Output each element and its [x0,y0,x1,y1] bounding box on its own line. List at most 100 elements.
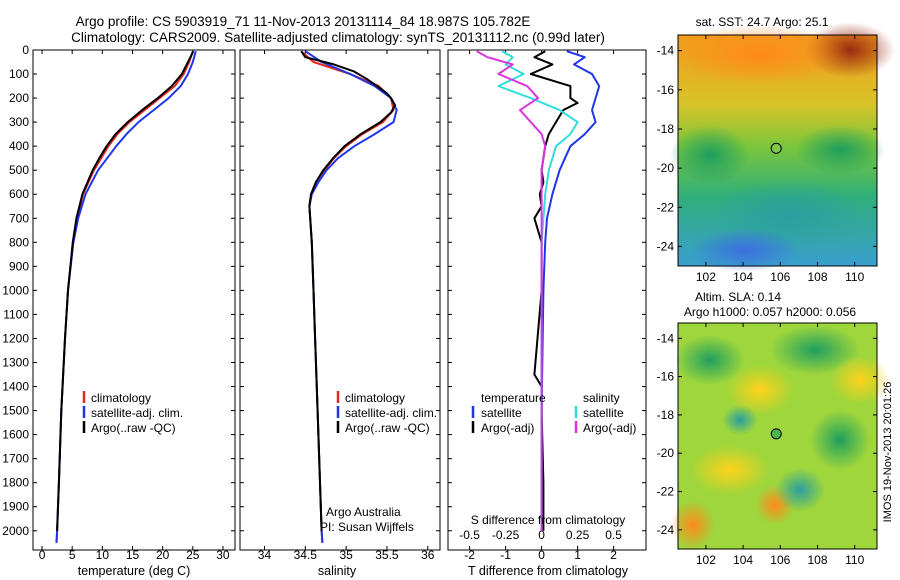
profile-lines [55,50,601,543]
difference-top-axis-label: S difference from climatology [471,513,626,527]
salinity-line-argo-raw-qc- [300,50,397,531]
sst-warm-band [670,25,850,85]
x-tick-label: -2 [464,548,475,562]
legend-group-temperature: temperature [481,391,546,405]
temperature-legend: climatology satellite-adj. clim. Argo(..… [82,391,183,435]
latitude-tick-label: -14 [657,44,675,58]
depth-tick-label: 0 [22,43,29,57]
x-tick-label: 20 [156,548,170,562]
sla-low [830,355,890,405]
difference-line-temperature-satellite [540,50,601,531]
legend-label-climatology: climatology [91,391,151,405]
depth-tick-label: 2000 [2,524,29,538]
s-diff-tick-label: 0.25 [566,528,590,542]
x-tick-label: 35 [339,548,353,562]
sst-map-axes: 102 104 106 108 110 -14 -16 -18 -20 -22 -24 [657,35,877,284]
x-tick-label: 34.5 [294,548,318,562]
longitude-tick-label: 104 [733,270,753,284]
header-title: Argo profile: CS 5903919_71 11-Nov-2013 … [76,14,531,29]
x-tick-label: 2 [610,548,617,562]
legend-label-argo: Argo(..raw -QC) [91,421,176,435]
salinity-panel [239,49,441,551]
legend-label-t-argo: Argo(-adj) [481,421,534,435]
salinity-axis-label: salinity [318,564,357,578]
latitude-tick-label: -22 [657,485,675,499]
longitude-tick-label: 108 [807,553,827,567]
depth-tick-label: 700 [9,211,29,225]
latitude-tick-label: -20 [657,161,675,175]
difference-legend: temperature salinity satellite Argo(-adj… [471,391,636,435]
x-tick-label: -1 [500,548,511,562]
header-subtitle: Climatology: CARS2009. Satellite-adjuste… [71,30,605,45]
difference-line-salinity-argo-adj- [476,50,547,531]
longitude-tick-label: 106 [770,553,790,567]
sst-map-frame [677,34,878,267]
x-tick-label: 10 [96,548,110,562]
sla-high-core [722,405,758,435]
sla-map-title: Altim. SLA: 0.14 [695,290,781,304]
legend-label-argo: Argo(..raw -QC) [345,421,430,435]
imos-stamp: IMOS 19-Nov-2013 20:01:26 [882,382,894,523]
depth-tick-label: 1100 [3,307,29,321]
latitude-tick-label: -18 [657,408,675,422]
depth-tick-label: 200 [9,91,29,105]
salinity-legend: climatology satellite-adj. clim. Argo(..… [336,391,437,435]
longitude-tick-label: 102 [696,270,716,284]
longitude-tick-label: 108 [807,270,827,284]
depth-tick-label: 1700 [2,452,29,466]
legend-label-satellite: satellite-adj. clim. [91,406,183,420]
sla-map-frame [677,322,878,550]
s-diff-tick-label: 0 [538,528,545,542]
sla-high-core [775,468,825,512]
depth-tick-label: 500 [9,163,29,177]
depth-tick-label: 800 [9,235,29,249]
latitude-tick-label: -16 [657,370,675,384]
argo-location-marker [770,428,782,440]
sla-low [690,445,770,495]
latitude-tick-label: -14 [657,331,675,345]
depth-tick-label: 1200 [2,331,29,345]
longitude-tick-label: 110 [845,553,864,567]
program-annotation: Argo Australia [326,505,401,519]
sla-high [675,335,745,385]
latitude-tick-label: -16 [657,83,675,97]
latitude-tick-label: -22 [657,200,675,214]
sst-cool-area [690,228,800,272]
depth-tick-label: 1400 [2,380,29,394]
difference-line-temperature-argo-adj- [529,50,579,531]
x-tick-label: 15 [126,548,140,562]
latitude-tick-label: -18 [657,122,675,136]
x-tick-label: 35.5 [375,548,399,562]
legend-label-s-argo: Argo(-adj) [583,421,636,435]
x-tick-label: 25 [186,548,200,562]
depth-tick-label: 1600 [2,428,29,442]
x-tick-label: 1 [574,548,581,562]
sst-map-title: sat. SST: 24.7 Argo: 25.1 [696,15,829,29]
depth-tick-label: 1900 [2,500,29,514]
longitude-tick-label: 104 [733,553,753,567]
sla-high [770,325,860,375]
depth-tick-label: 1300 [2,356,29,370]
difference-line-salinity-satellite [497,50,579,531]
sst-green-blob [670,125,750,185]
depth-tick-label: 1500 [2,404,29,418]
latitude-tick-label: -20 [657,446,675,460]
sla-map-axes: 102 104 106 108 110 -14 -16 -18 -20 -22 -24 [657,323,877,567]
sla-map [671,322,890,550]
depth-tick-label: 1000 [2,283,29,297]
x-tick-label: 0 [39,548,46,562]
legend-label-s-satellite: satellite [583,406,624,420]
difference-axis-label: T difference from climatology [468,564,629,578]
depth-tick-label: 900 [9,259,29,273]
depth-tick-label: 400 [9,139,29,153]
x-tick-label: 0 [538,548,545,562]
sla-low [725,365,795,415]
longitude-tick-label: 110 [845,270,864,284]
temperature-axis-label: temperature (deg C) [78,564,191,578]
temperature-panel [32,49,236,551]
latitude-tick-label: -24 [657,239,675,253]
x-tick-label: 36 [421,548,435,562]
depth-tick-label: 600 [9,187,29,201]
depth-tick-label: 100 [9,67,29,81]
